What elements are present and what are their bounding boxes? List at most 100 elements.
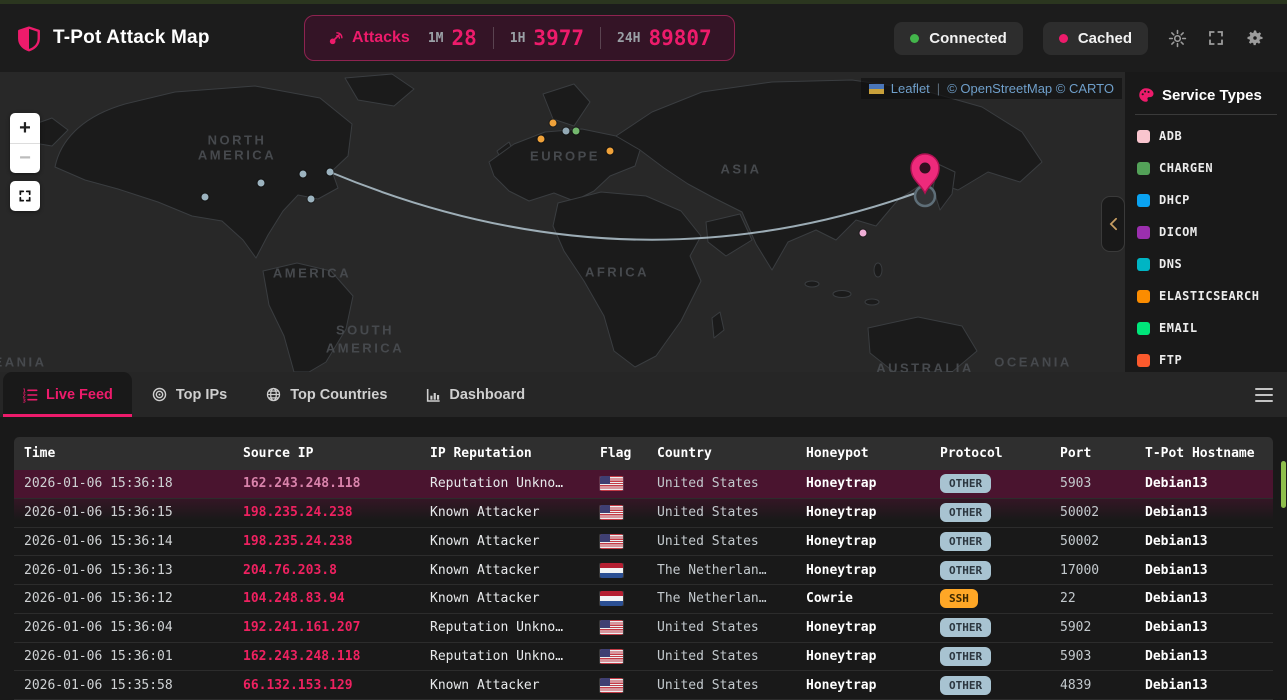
service-type-elasticsearch[interactable]: ELASTICSEARCH — [1125, 280, 1287, 312]
column-header-time[interactable]: Time — [24, 446, 56, 461]
attack-row[interactable]: 2026-01-06 15:36:14 198.235.24.238 Known… — [14, 528, 1273, 557]
attack-row[interactable]: 2026-01-06 15:36:01 162.243.248.118 Repu… — [14, 643, 1273, 672]
country-flag-cell — [590, 533, 647, 549]
tab-label: Top IPs — [175, 386, 228, 403]
stat-period-1h: 1H — [509, 30, 526, 46]
honeypot: Honeytrap — [806, 505, 877, 521]
attack-row[interactable]: 2026-01-06 15:35:58 66.132.153.129 Known… — [14, 671, 1273, 700]
column-header-port[interactable]: Port — [1060, 446, 1092, 461]
source-ip[interactable]: 204.76.203.8 — [243, 562, 337, 578]
service-type-email[interactable]: EMAIL — [1125, 312, 1287, 344]
settings-gear-icon[interactable] — [1245, 28, 1265, 48]
feed-menu-button[interactable] — [1255, 387, 1273, 402]
protocol-cell: SSH — [930, 589, 1050, 609]
column-header-ip-reputation[interactable]: IP Reputation — [430, 446, 532, 461]
port: 4839 — [1060, 677, 1092, 693]
map-fullscreen-button[interactable] — [10, 181, 40, 211]
service-type-ftp[interactable]: FTP — [1125, 344, 1287, 376]
tab-live-feed[interactable]: 1 2 3 Live Feed — [3, 372, 132, 417]
nl-flag-icon — [600, 562, 623, 578]
service-type-chargen[interactable]: CHARGEN — [1125, 152, 1287, 184]
column-header-source-ip[interactable]: Source IP — [243, 446, 314, 461]
service-type-adb[interactable]: ADB — [1125, 120, 1287, 152]
divider — [1135, 114, 1277, 115]
live-feed-table: Time Source IP IP Reputation Flag Country Hon… — [0, 417, 1287, 700]
source-ip[interactable]: 198.235.24.238 — [243, 505, 353, 521]
tab-label: Dashboard — [449, 386, 526, 403]
zoom-in-button[interactable]: + — [19, 116, 31, 139]
attack-time: 2026-01-06 15:36:13 — [24, 562, 173, 578]
protocol-cell: OTHER — [930, 531, 1050, 551]
tab-top-ips[interactable]: Top IPs — [132, 372, 246, 417]
fullscreen-icon[interactable] — [1207, 29, 1225, 47]
country-flag-cell — [590, 591, 647, 607]
source-ip[interactable]: 66.132.153.129 — [243, 677, 353, 693]
attack-row[interactable]: 2026-01-06 15:36:12 104.248.83.94 Known … — [14, 585, 1273, 614]
zoom-out-button[interactable]: − — [10, 143, 40, 173]
attack-row[interactable]: 2026-01-06 15:36:15 198.235.24.238 Known… — [14, 498, 1273, 528]
table-header-row: Time Source IP IP Reputation Flag Country Hon… — [14, 437, 1273, 470]
attack-origin-dot-icon — [859, 229, 867, 237]
world-map-svg — [0, 72, 1125, 372]
service-type-dns[interactable]: DNS — [1125, 248, 1287, 280]
ip-reputation: Known Attacker — [430, 677, 540, 693]
tab-top-countries[interactable]: Top Countries — [246, 372, 406, 417]
connected-status-button[interactable]: Connected — [894, 21, 1023, 55]
honeypot: Honeytrap — [806, 533, 877, 549]
display-settings-sun-icon[interactable] — [1168, 29, 1187, 48]
column-header-flag[interactable]: Flag — [600, 446, 632, 461]
stat-divider — [492, 27, 494, 49]
attack-time: 2026-01-06 15:36:15 — [24, 505, 173, 521]
table-scrollbar[interactable] — [1281, 461, 1286, 508]
column-header-protocol[interactable]: Protocol — [940, 446, 1003, 461]
protocol-badge: OTHER — [940, 474, 992, 494]
column-header-country[interactable]: Country — [657, 446, 712, 461]
copyright-links[interactable]: © OpenStreetMap © CARTO — [947, 81, 1114, 96]
svg-text:3: 3 — [23, 398, 26, 403]
ip-reputation: Known Attacker — [430, 562, 540, 578]
attacks-label: Attacks — [327, 29, 410, 47]
port: 5903 — [1060, 648, 1092, 664]
stat-divider — [600, 27, 601, 49]
attack-map[interactable]: NORTH AMERICA EUROPE ASIA AMERICA AFRICA SOUTH… — [0, 72, 1125, 372]
tab-dashboard[interactable]: Dashboard — [406, 372, 544, 417]
attack-origin-dot-icon — [572, 127, 580, 135]
ukraine-flag-icon — [868, 83, 884, 94]
source-ip[interactable]: 192.241.161.207 — [243, 620, 361, 636]
service-type-dicom[interactable]: DICOM — [1125, 216, 1287, 248]
column-header-honeypot[interactable]: Honeypot — [806, 446, 869, 461]
tpot-hostname: Debian13 — [1145, 648, 1208, 664]
honeypot: Honeytrap — [806, 648, 877, 664]
header-actions: Connected Cached — [894, 21, 1271, 55]
honeypot: Honeytrap — [806, 620, 877, 636]
attack-pin-icon[interactable] — [910, 153, 940, 195]
country: United States — [657, 620, 759, 636]
protocol-badge: SSH — [940, 589, 978, 609]
country: United States — [657, 677, 759, 693]
service-type-dhcp[interactable]: DHCP — [1125, 184, 1287, 216]
attack-arc-line — [329, 171, 917, 241]
source-ip[interactable]: 104.248.83.94 — [243, 591, 345, 607]
attack-row[interactable]: 2026-01-06 15:36:04 192.241.161.207 Repu… — [14, 614, 1273, 643]
source-ip[interactable]: 162.243.248.118 — [243, 476, 361, 492]
globe-icon — [265, 386, 282, 403]
country: The Netherlan… — [657, 562, 767, 578]
leaflet-link[interactable]: Leaflet — [890, 81, 930, 96]
column-header-t-pot-hostname[interactable]: T-Pot Hostname — [1145, 446, 1255, 461]
stat-value-1m: 28 — [451, 26, 477, 50]
country: United States — [657, 476, 759, 492]
ip-reputation: Known Attacker — [430, 591, 540, 607]
map-section: NORTH AMERICA EUROPE ASIA AMERICA AFRICA SOUTH… — [0, 72, 1287, 372]
panel-collapse-button[interactable] — [1101, 196, 1125, 252]
service-color-swatch-icon — [1137, 161, 1150, 175]
attack-row[interactable]: 2026-01-06 15:36:18 162.243.248.118 Repu… — [14, 470, 1273, 499]
protocol-cell: OTHER — [930, 503, 1050, 523]
service-types-title: Service Types — [1162, 86, 1262, 104]
stat-value-1h: 3977 — [533, 26, 584, 50]
attack-row[interactable]: 2026-01-06 15:36:13 204.76.203.8 Known A… — [14, 556, 1273, 585]
us-flag-icon — [600, 533, 623, 549]
source-ip[interactable]: 198.235.24.238 — [243, 533, 353, 549]
tpot-hostname: Debian13 — [1145, 620, 1208, 636]
cached-status-button[interactable]: Cached — [1042, 21, 1148, 55]
source-ip[interactable]: 162.243.248.118 — [243, 648, 361, 664]
